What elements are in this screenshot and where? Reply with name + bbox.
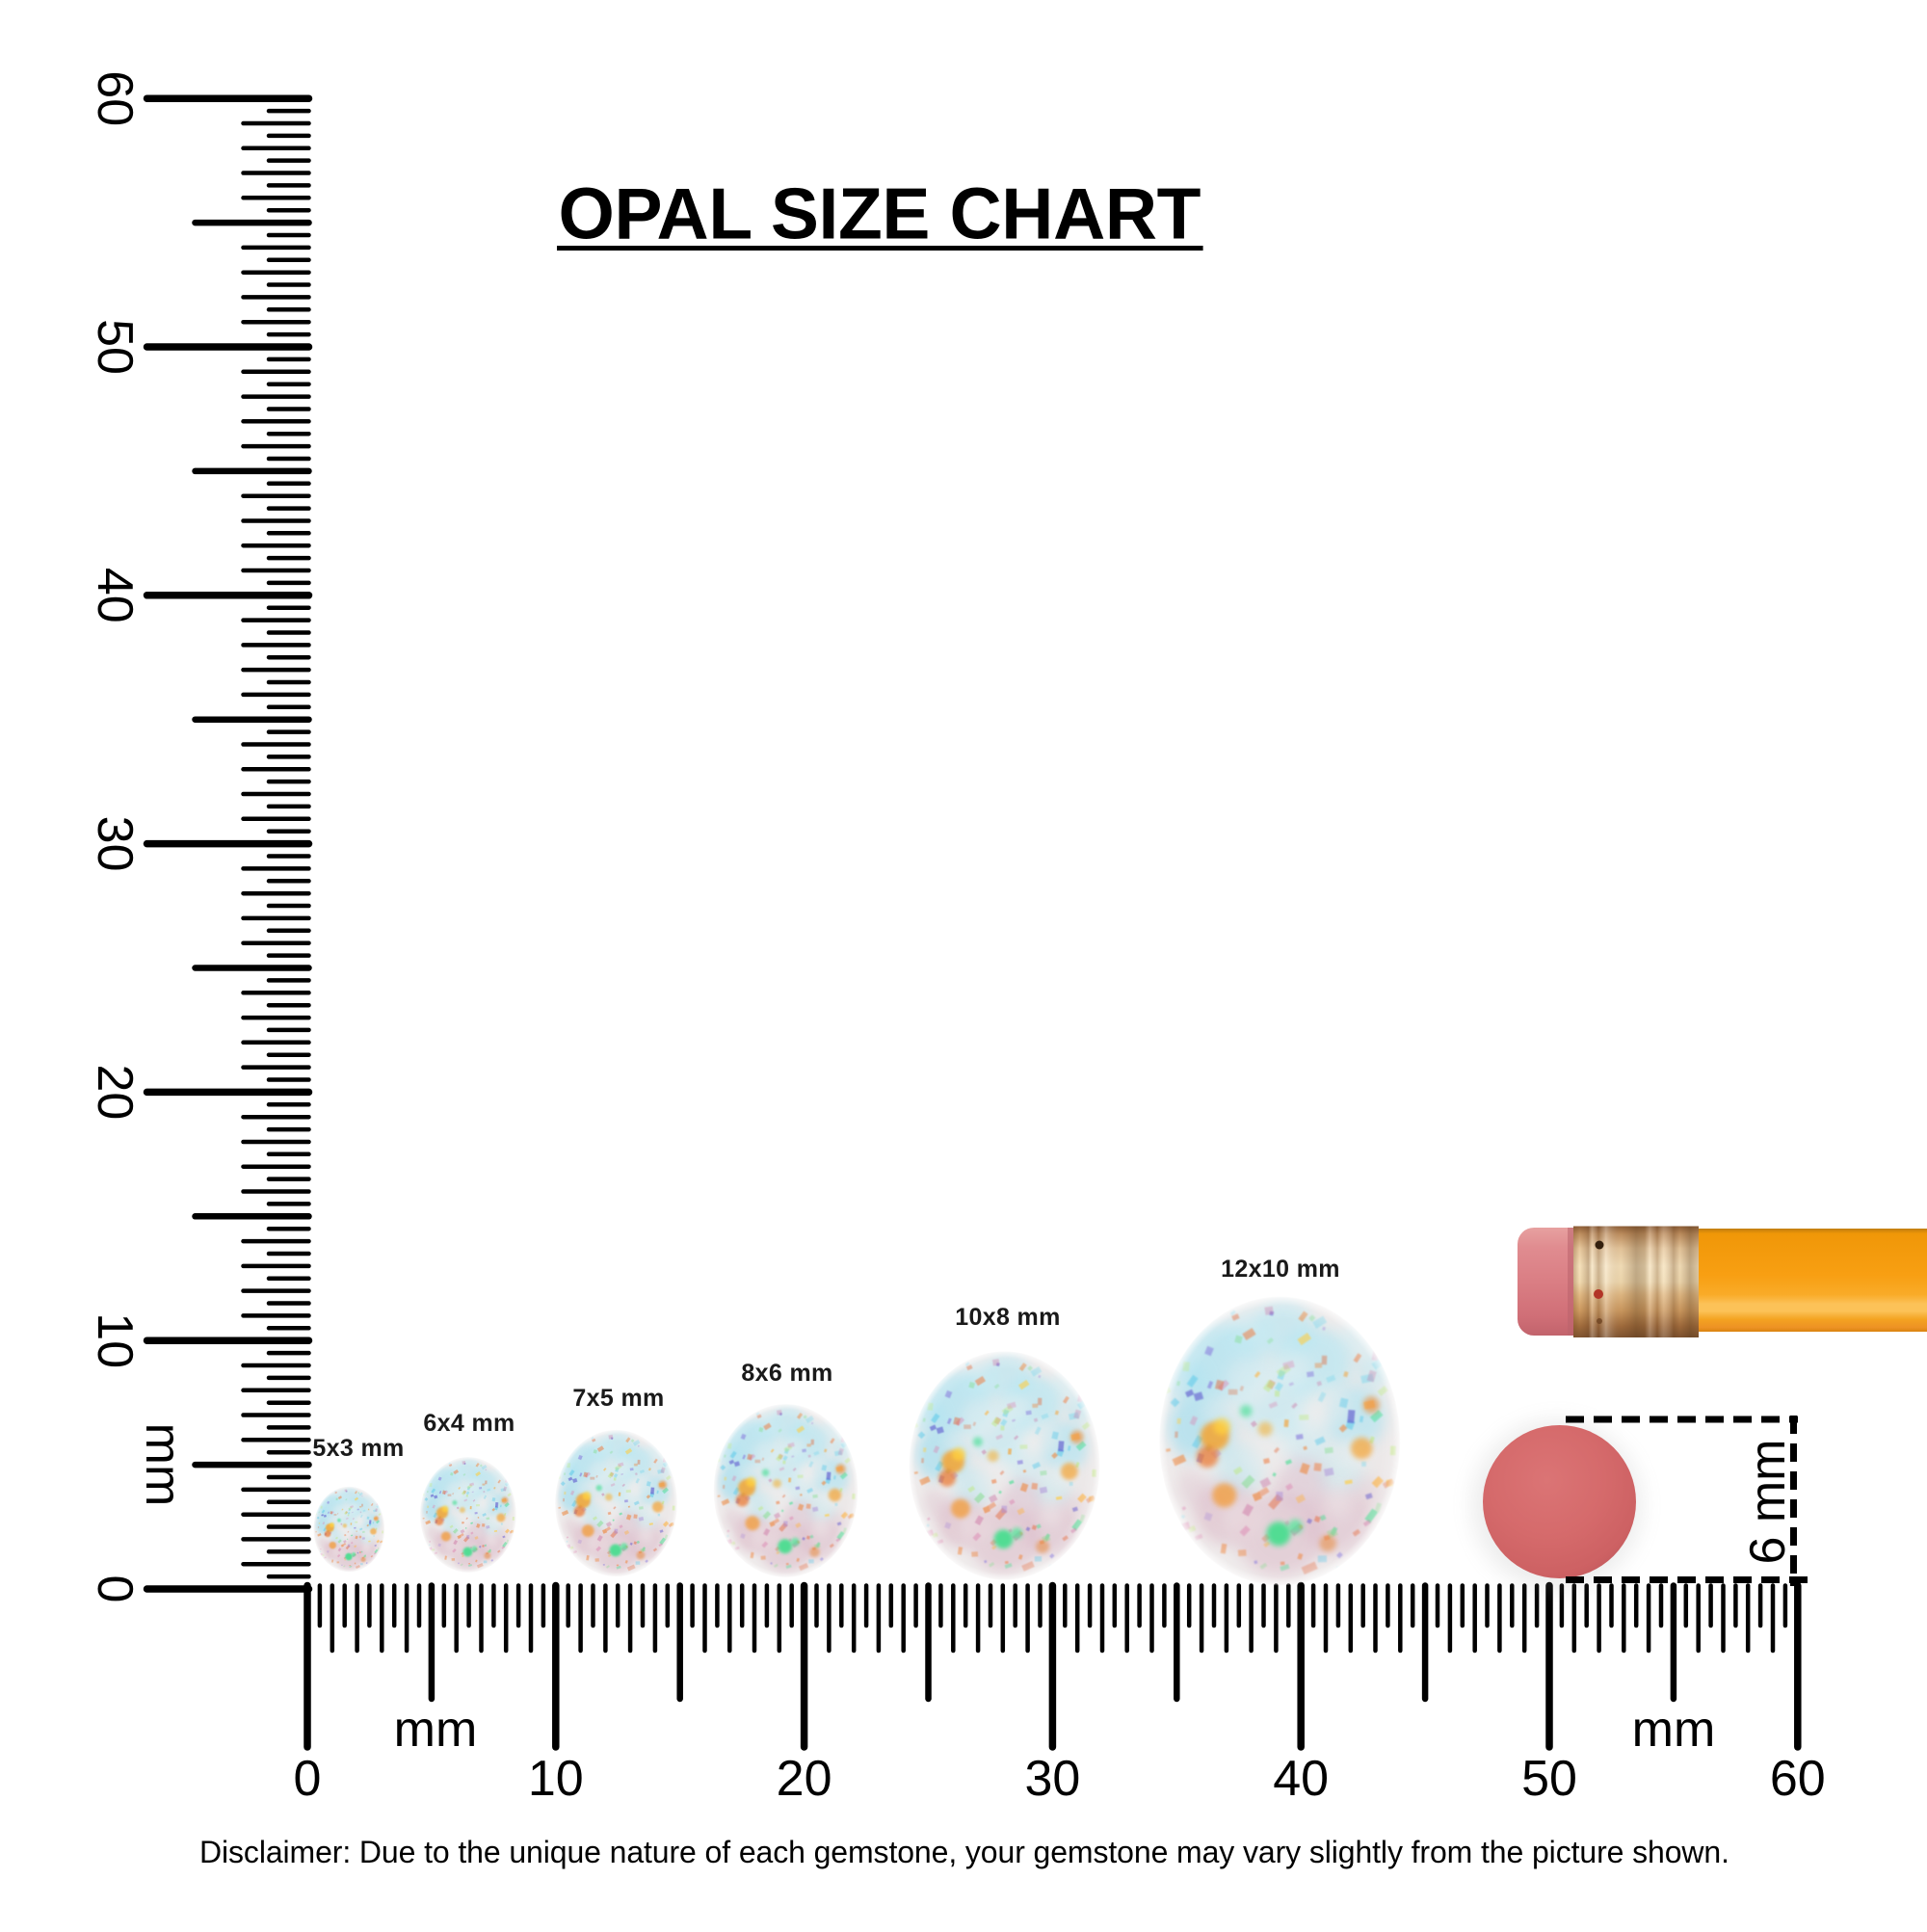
svg-text:8x6 mm: 8x6 mm [741, 1360, 832, 1387]
svg-text:0: 0 [294, 1751, 322, 1807]
svg-text:50: 50 [1521, 1751, 1577, 1807]
svg-text:5x3 mm: 5x3 mm [312, 1435, 404, 1462]
svg-text:6 mm: 6 mm [1740, 1440, 1796, 1565]
svg-text:20: 20 [87, 1064, 143, 1120]
svg-text:Disclaimer: Due to the unique: Disclaimer: Due to the unique nature of … [199, 1835, 1729, 1869]
svg-text:0: 0 [87, 1575, 143, 1603]
svg-text:60: 60 [1770, 1751, 1826, 1807]
svg-text:mm: mm [394, 1702, 478, 1758]
svg-text:6x4 mm: 6x4 mm [423, 1410, 515, 1437]
svg-text:30: 30 [1024, 1751, 1080, 1807]
svg-text:30: 30 [87, 816, 143, 872]
svg-text:10x8 mm: 10x8 mm [955, 1304, 1060, 1331]
svg-text:60: 60 [87, 70, 143, 126]
svg-text:OPAL SIZE CHART: OPAL SIZE CHART [559, 173, 1201, 254]
svg-text:40: 40 [87, 568, 143, 623]
svg-text:12x10 mm: 12x10 mm [1221, 1256, 1340, 1283]
svg-text:mm: mm [135, 1423, 191, 1507]
svg-text:50: 50 [87, 319, 143, 375]
svg-text:7x5 mm: 7x5 mm [572, 1385, 664, 1412]
svg-text:40: 40 [1273, 1751, 1329, 1807]
svg-text:mm: mm [1632, 1702, 1716, 1758]
svg-text:10: 10 [87, 1312, 143, 1368]
svg-text:20: 20 [777, 1751, 832, 1807]
svg-text:10: 10 [528, 1751, 584, 1807]
